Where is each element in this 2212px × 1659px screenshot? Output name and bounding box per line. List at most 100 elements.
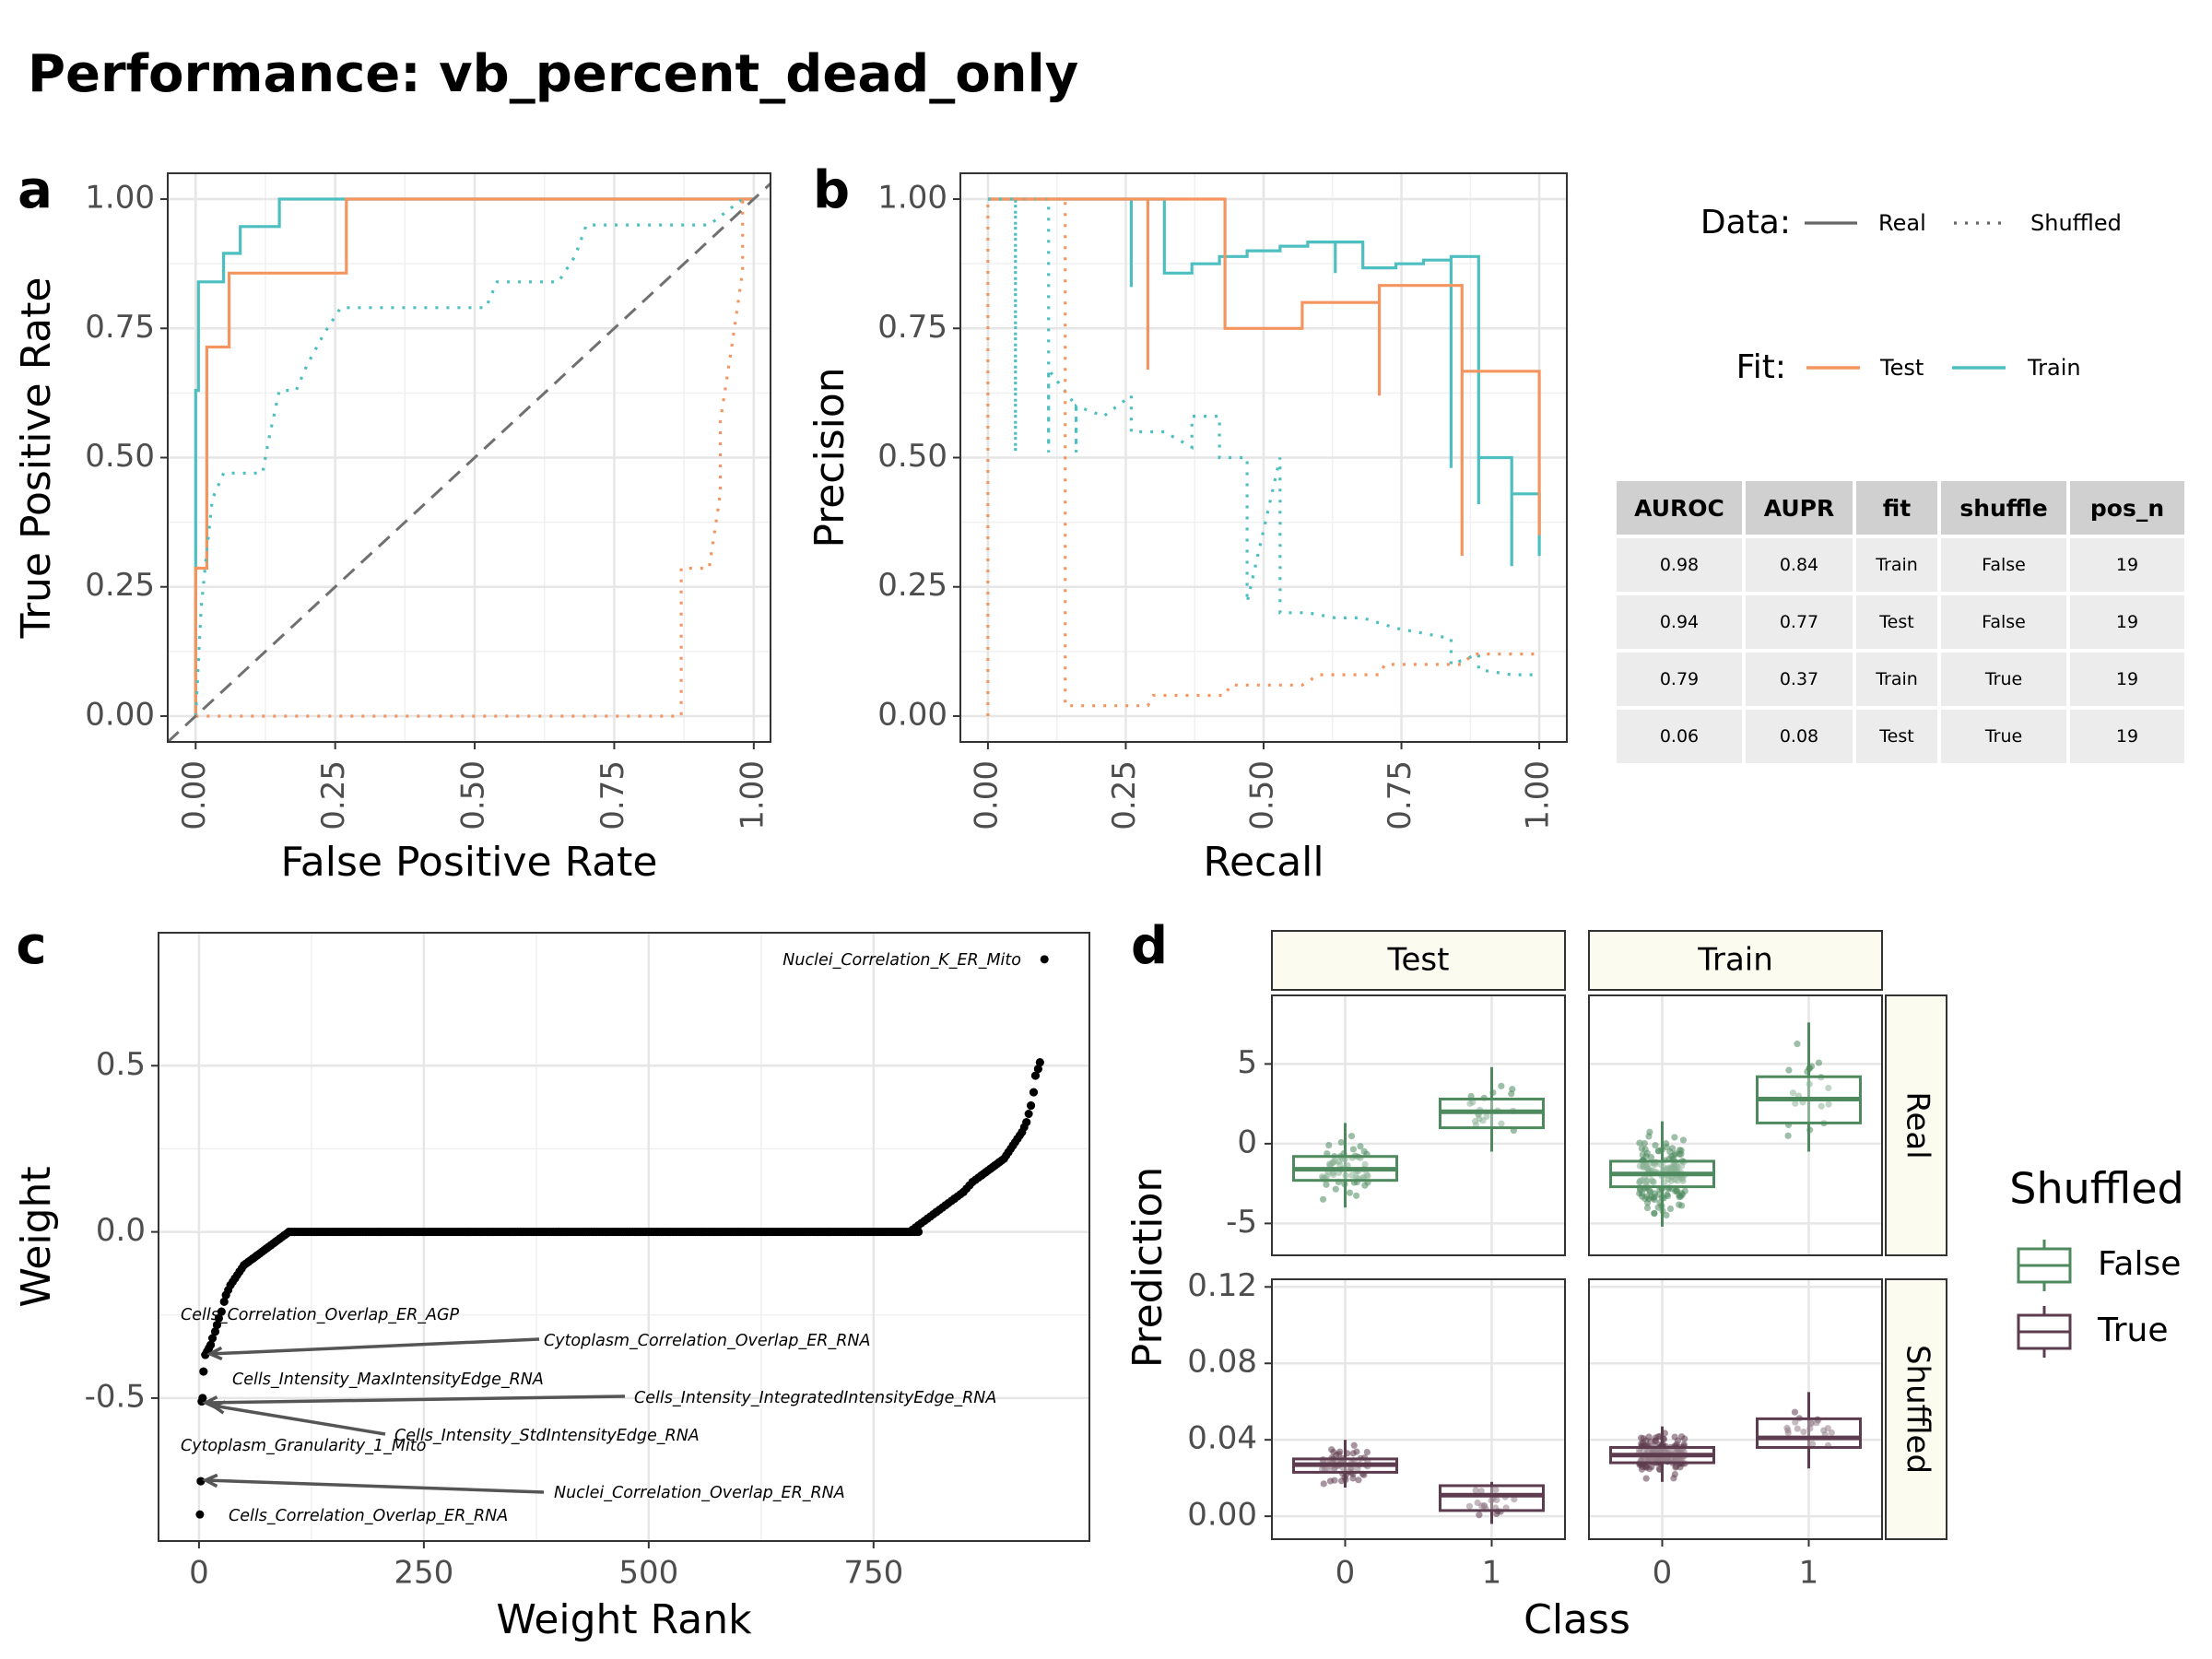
facet-strip-label: Real	[1900, 1091, 1936, 1159]
table-cell: 0.98	[1617, 538, 1742, 592]
weight-point	[212, 1321, 221, 1330]
x-tick-label: 0.75	[594, 760, 631, 830]
weight-point	[950, 1194, 959, 1204]
prediction-point	[1363, 1448, 1371, 1456]
y-axis-label: True Positive Rate	[13, 277, 60, 640]
weight-annotation: Cells_Correlation_Overlap_ER_RNA	[229, 1507, 508, 1525]
prediction-point	[1477, 1488, 1485, 1495]
facet-strip	[1885, 994, 1947, 1256]
y-tick-label: 0.04	[1187, 1420, 1257, 1457]
prediction-point	[1350, 1441, 1358, 1449]
facet-border	[1271, 994, 1566, 1256]
facet-strip	[1271, 930, 1566, 991]
weight-panel-background	[159, 933, 1089, 1541]
weight-point	[210, 1327, 219, 1336]
facet-border	[1588, 994, 1883, 1256]
table-cell: 19	[2070, 653, 2184, 706]
table-cell: 0.84	[1746, 538, 1853, 592]
y-tick-label: 0.0	[96, 1212, 146, 1249]
legend-title: Fit:	[1736, 348, 1786, 386]
annotation-arrow	[212, 1404, 386, 1436]
x-tick-label: 0.25	[1106, 760, 1143, 830]
prediction-point	[1349, 1146, 1357, 1153]
x-tick-label: 1.00	[1520, 760, 1557, 830]
pr-panel: 0.00 0.25 0.50 0.75 1.00 0.00 0.25 0.50 0.75 1.00…	[806, 172, 1568, 886]
prediction-point	[1800, 1429, 1807, 1436]
prediction-point	[1666, 1205, 1675, 1213]
annotation-arrowhead	[206, 1346, 223, 1361]
prediction-point	[1652, 1434, 1659, 1441]
weight-annotation: Cells_Intensity_MaxIntensityEdge_RNA	[232, 1371, 544, 1389]
prediction-point	[1320, 1480, 1327, 1488]
weight-point	[1018, 1127, 1027, 1136]
prediction-point	[1677, 1150, 1685, 1158]
weight-point	[1027, 1101, 1036, 1111]
prediction-point	[1679, 1136, 1687, 1144]
weight-point	[923, 1214, 932, 1223]
y-tick-label: 0.00	[85, 696, 155, 733]
table-cell: 19	[2070, 710, 2184, 763]
x-tick-label: 0	[1653, 1555, 1673, 1592]
column-header: pos_n	[2070, 481, 2184, 535]
prediction-point	[1476, 1512, 1483, 1519]
y-tick-label: 0.00	[1187, 1497, 1257, 1534]
legend-data-fit: Data: Real Shuffled Fit: Test Train	[1700, 204, 2122, 386]
prediction-point	[1651, 1195, 1658, 1204]
weight-point	[1029, 1088, 1038, 1097]
weight-point	[374, 1228, 383, 1237]
table-row: 0.98 0.84 Train False 19	[1617, 538, 2184, 592]
y-axis-label: Weight	[13, 1166, 60, 1307]
weight-point	[905, 1228, 914, 1237]
prediction-point	[1655, 1147, 1663, 1155]
weight-annotation: Nuclei_Correlation_Overlap_ER_RNA	[554, 1484, 845, 1502]
x-tick-label: 1.00	[734, 760, 771, 830]
facet-strip-label: Test	[1387, 942, 1450, 979]
legend-title: Shuffled	[2009, 1164, 2183, 1214]
prediction-point	[1792, 1100, 1799, 1107]
prediction-point	[1498, 1082, 1505, 1089]
weight-point	[644, 1228, 653, 1237]
prediction-point	[1636, 1178, 1643, 1185]
column-header: AUROC	[1617, 481, 1742, 535]
x-axis-label: Class	[1524, 1596, 1630, 1643]
facet-background	[1589, 995, 1882, 1255]
weight-point	[941, 1201, 950, 1210]
prediction-point	[1479, 1117, 1487, 1124]
annotation-arrow	[209, 1337, 540, 1356]
roc-series-line	[194, 197, 754, 716]
prediction-point	[1638, 1440, 1645, 1447]
prediction-point	[1332, 1185, 1339, 1193]
prediction-point	[1662, 1140, 1670, 1147]
prediction-point	[1794, 1425, 1801, 1432]
prediction-point	[1337, 1477, 1346, 1485]
weight-point	[932, 1207, 941, 1217]
weight-point	[977, 1171, 986, 1180]
y-tick-label: 0.50	[877, 438, 947, 475]
y-tick-label: 0.25	[877, 567, 947, 604]
prediction-point	[1492, 1486, 1500, 1493]
y-tick-label: 5	[1237, 1044, 1257, 1081]
performance-table: AUROC AUPR fit shuffle pos_n 0.98 0.84 T…	[1613, 477, 2188, 767]
x-axis-label: False Positive Rate	[281, 839, 658, 886]
prediction-point	[1673, 1187, 1680, 1194]
prediction-point	[1792, 1418, 1799, 1426]
weight-point	[208, 1334, 218, 1343]
prediction-point	[1642, 1475, 1650, 1482]
prediction-point	[1665, 1165, 1674, 1173]
weight-point	[197, 1397, 206, 1406]
table-cell: Train	[1856, 538, 1937, 592]
prediction-point	[1465, 1502, 1474, 1510]
prediction-point	[1784, 1427, 1792, 1434]
weight-point	[195, 1510, 205, 1519]
weight-point	[235, 1267, 244, 1277]
annotation-arrowhead	[209, 1400, 226, 1415]
facet-background	[1589, 1279, 1882, 1539]
legend-label: Test	[1879, 355, 1924, 381]
weight-point	[201, 1350, 210, 1359]
weight-annotation: Cells_Correlation_Overlap_ER_AGP	[181, 1306, 460, 1324]
table-cell: Test	[1856, 595, 1937, 649]
prediction-point	[1647, 1154, 1655, 1161]
prediction-point	[1668, 1145, 1677, 1152]
annotation-arrow	[205, 1394, 626, 1405]
prediction-point	[1337, 1138, 1345, 1147]
